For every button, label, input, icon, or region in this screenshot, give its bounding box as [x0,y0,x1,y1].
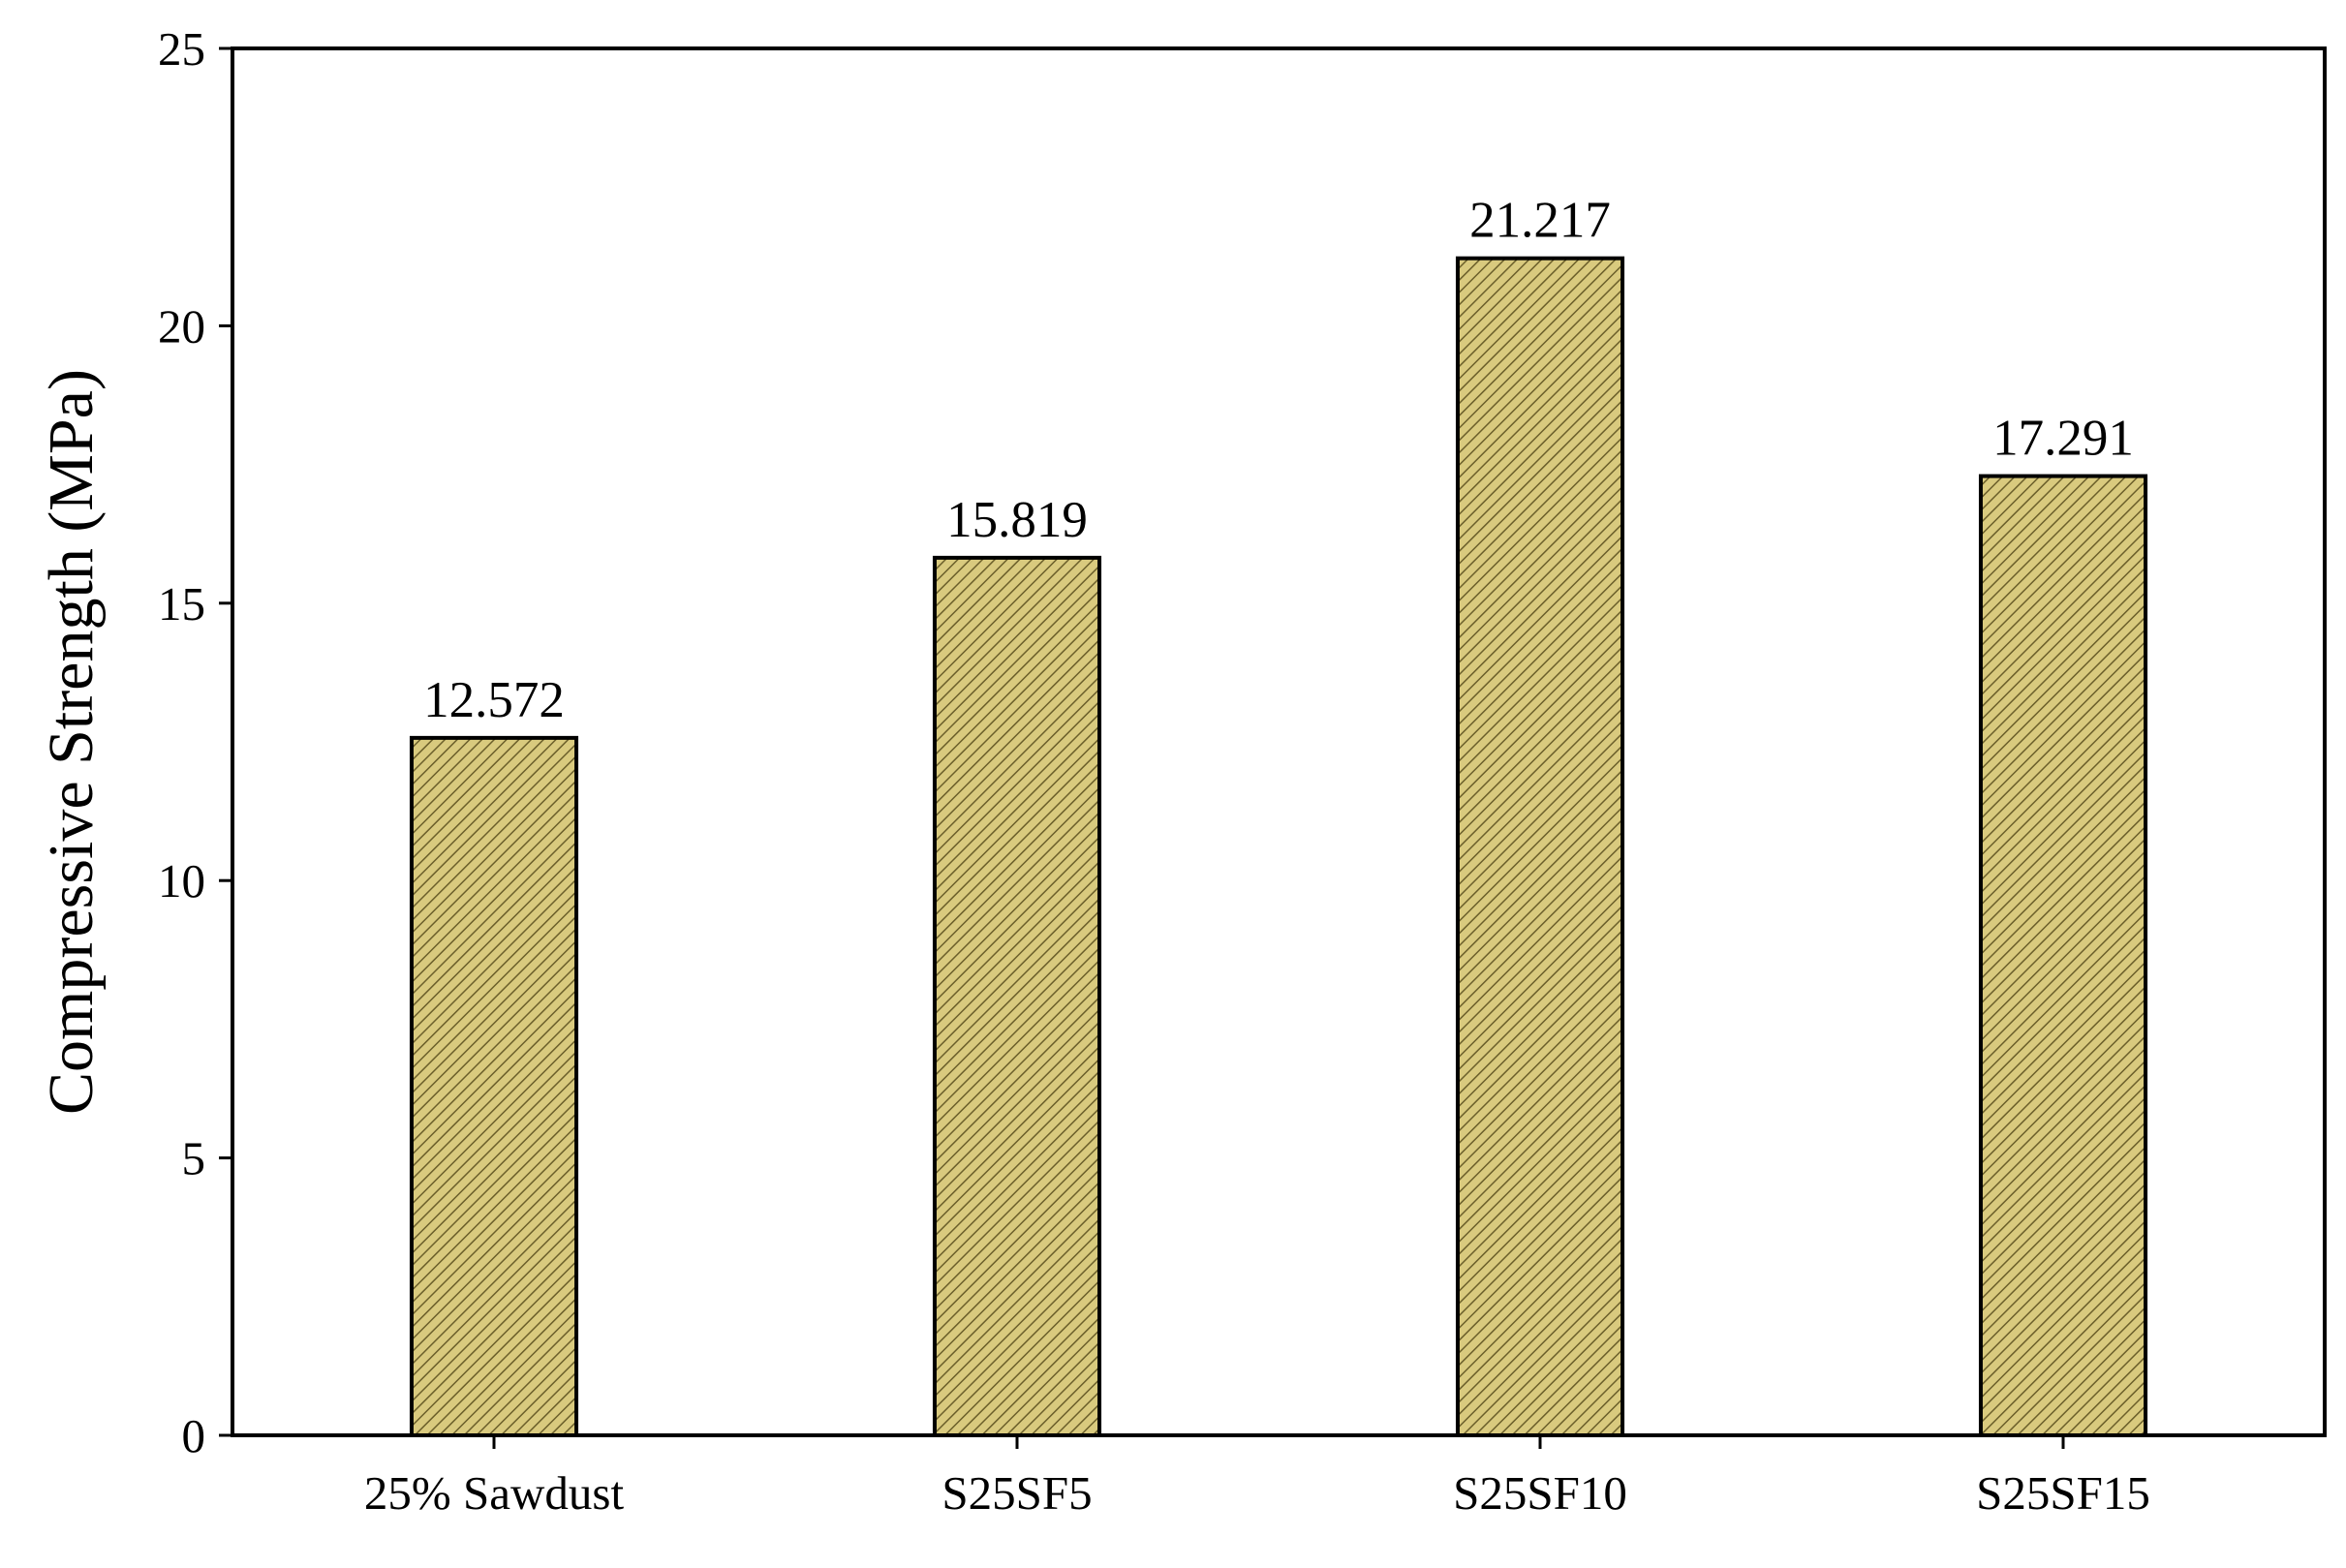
bar-series [409,256,2148,1438]
plot-frame [231,46,2327,1437]
y-tick-label: 20 [158,299,205,353]
data-labels: 12.572 15.819 21.217 17.291 [423,193,2134,728]
x-tick-label: S25SF5 [941,1466,1092,1520]
x-tick-label: 25% Sawdust [364,1466,625,1520]
data-label: 17.291 [1992,411,2134,467]
y-tick-label: 25 [158,22,205,76]
bar-s25sf5 [932,555,1102,1437]
y-tick-label: 5 [182,1132,206,1185]
bar-s25sf15 [1978,474,2148,1437]
data-label: 21.217 [1469,193,1611,249]
bar-s25sf10 [1455,256,1625,1438]
x-tick-label: S25SF10 [1453,1466,1627,1520]
x-tick-label: S25SF15 [1976,1466,2150,1520]
y-tick-label: 0 [182,1409,206,1462]
plot-area [232,48,2325,1435]
y-tick-label: 10 [158,854,205,907]
data-label: 12.572 [423,672,565,728]
y-axis-ticks: 0 5 10 15 20 25 [158,22,232,1462]
y-tick-label: 15 [158,577,205,630]
x-axis-ticks: 25% Sawdust S25SF5 S25SF10 S25SF15 [364,1435,2150,1520]
data-label: 15.819 [946,492,1088,548]
y-axis-title: Compressive Strength (MPa) [36,369,107,1115]
bar-25-sawdust [409,735,579,1437]
